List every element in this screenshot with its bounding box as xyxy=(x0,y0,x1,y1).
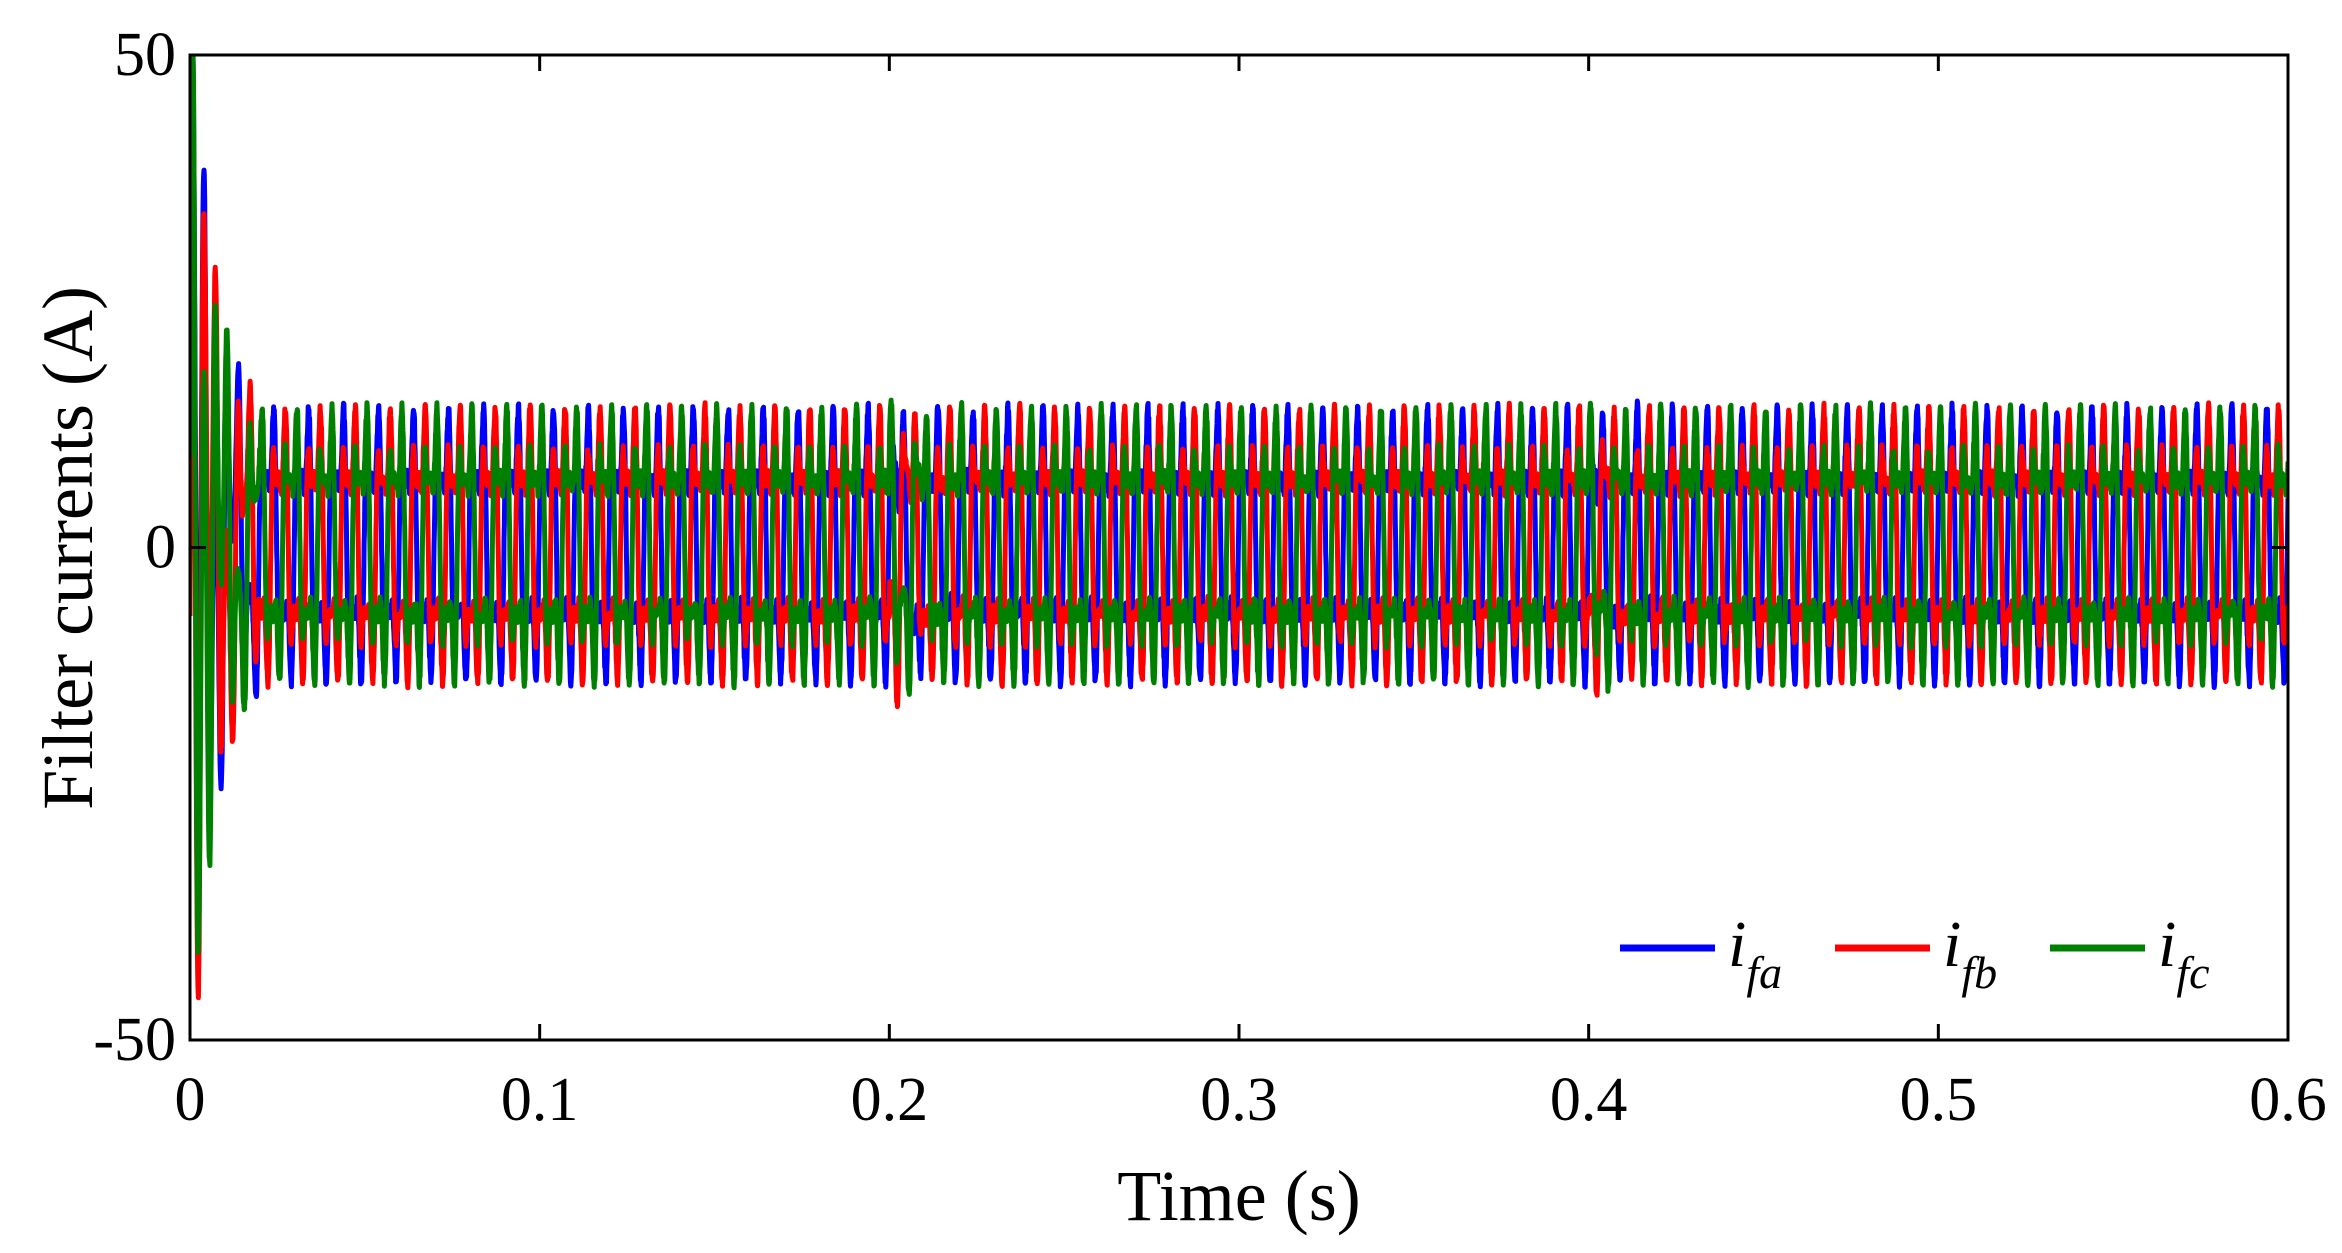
x-tick-label: 0.4 xyxy=(1550,1066,1628,1134)
x-tick-label: 0.1 xyxy=(501,1066,579,1134)
legend-label-fb: ifb xyxy=(1943,908,1997,998)
x-tick-label: 0 xyxy=(175,1066,206,1134)
ticks-layer xyxy=(188,53,2290,1042)
x-tick-label: 0.3 xyxy=(1200,1066,1278,1134)
y-axis-title: Filter currents (A) xyxy=(28,286,108,810)
x-tick-label: 0.6 xyxy=(2249,1066,2327,1134)
x-tick-label: 0.5 xyxy=(1900,1066,1978,1134)
series-line-fa xyxy=(190,55,2288,829)
legend-label-fa: ifa xyxy=(1728,908,1782,998)
x-tick-label: 0.2 xyxy=(851,1066,929,1134)
y-tick-label: 50 xyxy=(114,21,176,89)
legend: ifa ifb ifc xyxy=(1620,908,2210,998)
y-tick-label: 0 xyxy=(145,514,176,582)
y-tick-label: -50 xyxy=(93,1006,176,1074)
series-line-fb xyxy=(190,199,2288,1001)
x-axis-title: Time (s) xyxy=(1117,1156,1360,1236)
legend-label-fc: ifc xyxy=(2158,908,2210,998)
series-layer xyxy=(190,55,2288,1001)
series-line-fc xyxy=(190,55,2288,955)
